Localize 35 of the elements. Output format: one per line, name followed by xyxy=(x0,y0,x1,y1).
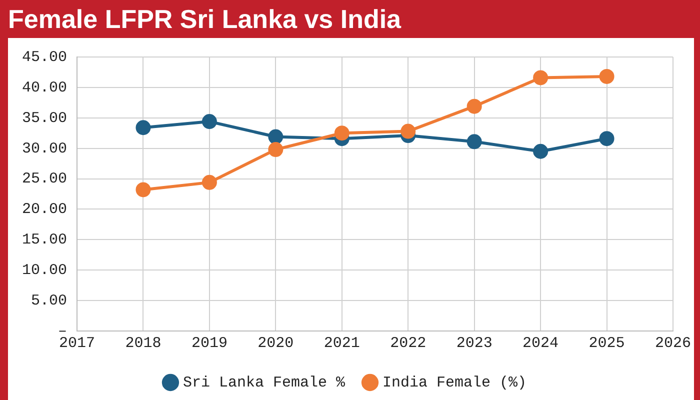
y-tick-label: 40.00 xyxy=(22,79,68,96)
point xyxy=(533,144,548,159)
y-tick-label: 25.00 xyxy=(22,170,68,188)
point xyxy=(136,120,151,136)
point xyxy=(599,131,614,146)
x-tick-label: 2026 xyxy=(654,334,692,352)
point xyxy=(202,114,217,130)
point xyxy=(599,68,614,84)
point xyxy=(400,124,416,139)
y-tick-label: 30.00 xyxy=(22,140,68,158)
y-tick-label: 45.00 xyxy=(22,48,68,66)
y-tick-label: 10.00 xyxy=(22,262,68,280)
point xyxy=(268,142,284,158)
x-tick-label: 2019 xyxy=(191,334,228,352)
point xyxy=(533,70,548,86)
point xyxy=(466,98,482,114)
x-tick-label: 2023 xyxy=(456,334,492,352)
x-tick-label: 2020 xyxy=(258,334,294,352)
x-tick-label: 2021 xyxy=(324,334,360,352)
point xyxy=(136,182,151,198)
legend-label: India Female (%) xyxy=(382,374,527,392)
x-tick-label: 2022 xyxy=(390,334,426,352)
y-tick-label: 20.00 xyxy=(22,201,68,218)
point xyxy=(466,134,482,150)
y-tick-label: 5.00 xyxy=(30,292,68,310)
y-tick-label: 15.00 xyxy=(22,232,68,249)
x-tick-label: 2024 xyxy=(522,334,559,352)
x-tick-label: 2018 xyxy=(125,334,162,352)
x-tick-label: 2025 xyxy=(588,334,625,352)
legend-label: Sri Lanka Female % xyxy=(182,374,346,392)
y-tick-label: 35.00 xyxy=(22,110,68,127)
point xyxy=(268,129,284,144)
chart-title: Female LFPR Sri Lanka vs India xyxy=(8,3,402,36)
point xyxy=(334,126,350,141)
point xyxy=(202,174,217,190)
